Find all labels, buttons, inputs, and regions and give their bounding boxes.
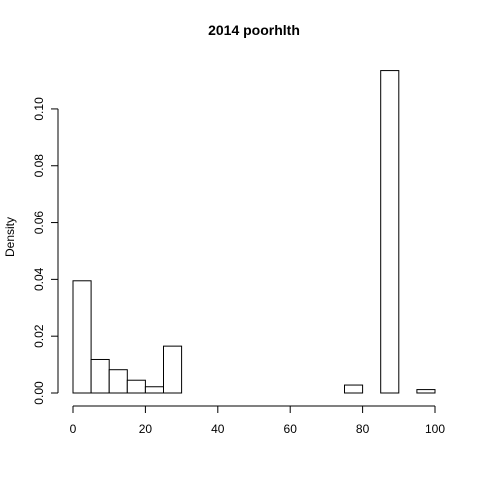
y-tick-label: 0.00 [32, 381, 46, 405]
histogram-bar [108, 369, 128, 394]
y-tick-label: 0.02 [32, 324, 46, 348]
histogram-bar [72, 280, 92, 394]
histogram-bar [163, 345, 183, 394]
y-tick-label: 0.08 [32, 154, 46, 178]
y-tick-label: 0.04 [32, 267, 46, 291]
y-tick-label: 0.06 [32, 211, 46, 235]
histogram-bar [380, 70, 400, 394]
x-axis: 0 20 40 60 80 100 [70, 405, 445, 436]
y-tick-label: 0.10 [32, 97, 46, 121]
x-tick-label: 0 [70, 422, 77, 436]
x-tick-label: 60 [284, 422, 298, 436]
histogram-bar [90, 358, 110, 394]
histogram-bar [416, 389, 436, 394]
y-axis-label: Density [3, 217, 17, 257]
histogram-bar [126, 379, 146, 394]
chart-title: 2014 poorhlth [208, 22, 300, 38]
x-tick-label: 20 [139, 422, 153, 436]
bars-group [72, 70, 436, 394]
y-axis: 0.00 0.02 0.04 0.06 0.08 0.10 [32, 97, 59, 405]
histogram-bar [344, 384, 364, 394]
x-tick-label: 40 [211, 422, 225, 436]
x-tick-label: 80 [356, 422, 370, 436]
x-tick-label: 100 [425, 422, 445, 436]
histogram-bar [144, 386, 164, 394]
